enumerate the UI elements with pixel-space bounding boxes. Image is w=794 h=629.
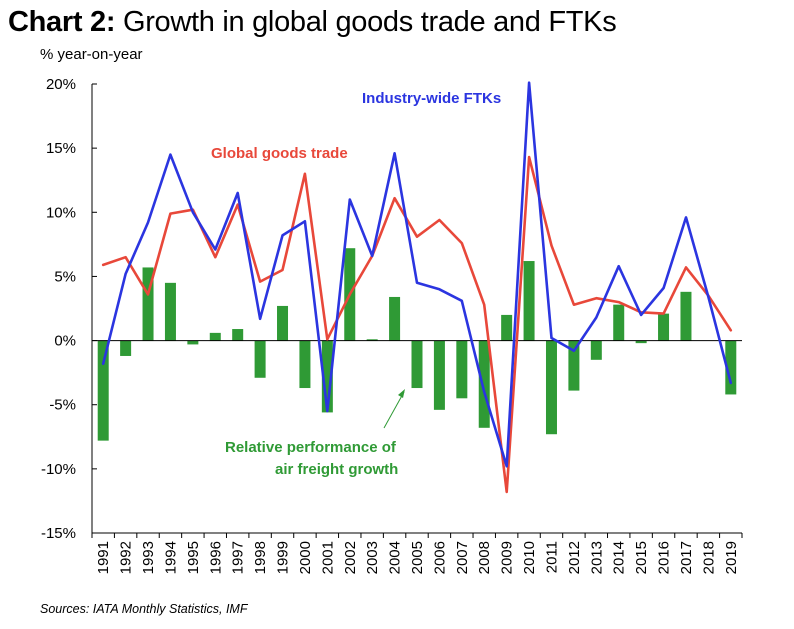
y-tick-label: 0% [54, 333, 76, 350]
x-tick-label: 2000 [297, 541, 314, 574]
relative-bar-2008 [478, 340, 490, 428]
x-tick-label: 2005 [409, 541, 426, 574]
relative-bar-2013 [590, 340, 602, 360]
source-note: Sources: IATA Monthly Statistics, IMF [40, 602, 248, 616]
chart-annotations: Industry-wide FTKs Global goods trade Re… [211, 90, 501, 478]
relative-bar-2004 [389, 296, 401, 341]
relative-bar-2001 [321, 340, 333, 413]
y-tick-label: 20% [46, 76, 76, 93]
x-tick-label: 1999 [275, 541, 292, 574]
x-tick-label: 2001 [319, 541, 336, 574]
annotation-arrowhead [398, 389, 405, 398]
chart-axes: -15% -10% -5% 0% 5% 10% 15% 20% 1991 1992 1993 1994… [41, 76, 743, 574]
x-tick-label: 1992 [118, 541, 135, 574]
x-tick-label: 2015 [633, 541, 650, 574]
relative-bar-2015 [635, 340, 647, 344]
relative-bar-1991 [97, 340, 109, 441]
relative-bar-2000 [299, 340, 311, 389]
relative-bar-2010 [523, 261, 535, 341]
annotation-arrow-line [383, 391, 405, 429]
relative-bar-1993 [142, 267, 154, 341]
x-tick-label: 1994 [162, 541, 179, 574]
x-tick-label: 1993 [140, 541, 157, 574]
relative-bar-1998 [254, 340, 266, 378]
x-tick-label: 2011 [543, 541, 560, 573]
relative-bar-2007 [456, 340, 468, 399]
relative-bar-2011 [545, 340, 557, 435]
x-tick-label: 1997 [230, 541, 247, 574]
x-tick-label: 2004 [387, 541, 404, 574]
relative-annotation-line1: Relative performance of [225, 439, 397, 456]
x-tick-label: 1998 [252, 541, 269, 574]
trade-annotation: Global goods trade [211, 145, 348, 162]
x-tick-label: 1995 [185, 541, 202, 574]
goods-trade-line [101, 155, 733, 494]
y-tick-label: -5% [49, 397, 76, 414]
x-tick-label: 2018 [700, 541, 717, 574]
chart-title-text: Growth in global goods trade and FTKs [122, 6, 617, 38]
y-tick-label: 10% [46, 204, 76, 221]
relative-bar-1994 [164, 282, 176, 341]
relative-bar-2014 [613, 304, 625, 341]
relative-bar-2006 [433, 340, 445, 410]
x-tick-label: 2008 [476, 541, 493, 574]
x-tick-label: 2019 [723, 541, 740, 574]
relative-bar-1996 [209, 332, 221, 341]
relative-bar-1992 [120, 340, 132, 356]
x-tick-label: 2002 [342, 541, 359, 574]
relative-bar-1995 [187, 340, 199, 345]
relative-bar-2003 [366, 339, 378, 341]
x-tick-label: 1991 [95, 541, 112, 574]
series-lines [101, 81, 733, 494]
y-axis-label: % year-on-year [40, 46, 143, 63]
relative-annotation-line2: air freight growth [275, 461, 398, 478]
x-tick-label: 2010 [521, 541, 538, 574]
x-tick-label: 2016 [656, 541, 673, 574]
y-tick-label: 5% [54, 268, 76, 285]
x-tick-label: 2013 [588, 541, 605, 574]
x-tick-label: 2012 [566, 541, 583, 574]
ftk-annotation: Industry-wide FTKs [362, 90, 501, 107]
relative-bar-2012 [568, 340, 580, 391]
x-tick-label: 2017 [678, 541, 695, 574]
relative-bar-2019 [725, 340, 737, 395]
y-tick-label: -15% [41, 525, 76, 542]
x-tick-label: 2007 [454, 541, 471, 574]
x-tick-label: 2006 [431, 541, 448, 574]
x-tick-label: 2014 [611, 541, 628, 574]
x-tick-label: 2003 [364, 541, 381, 574]
chart-title-lead: Chart 2: [8, 6, 116, 38]
relative-bar-2009 [501, 314, 513, 341]
x-tick-label: 2009 [499, 541, 516, 574]
relative-bar-2017 [680, 291, 692, 341]
relative-bar-1999 [277, 305, 289, 341]
relative-bars [97, 248, 737, 441]
relative-bar-2016 [658, 313, 670, 341]
relative-bar-1997 [232, 329, 244, 341]
y-tick-label: 15% [46, 140, 76, 157]
chart-title: Chart 2: Growth in global goods trade an… [8, 4, 617, 40]
relative-bar-2005 [411, 340, 423, 389]
y-tick-label: -10% [41, 461, 76, 478]
x-tick-label: 1996 [207, 541, 224, 574]
ftk-line [101, 81, 733, 468]
